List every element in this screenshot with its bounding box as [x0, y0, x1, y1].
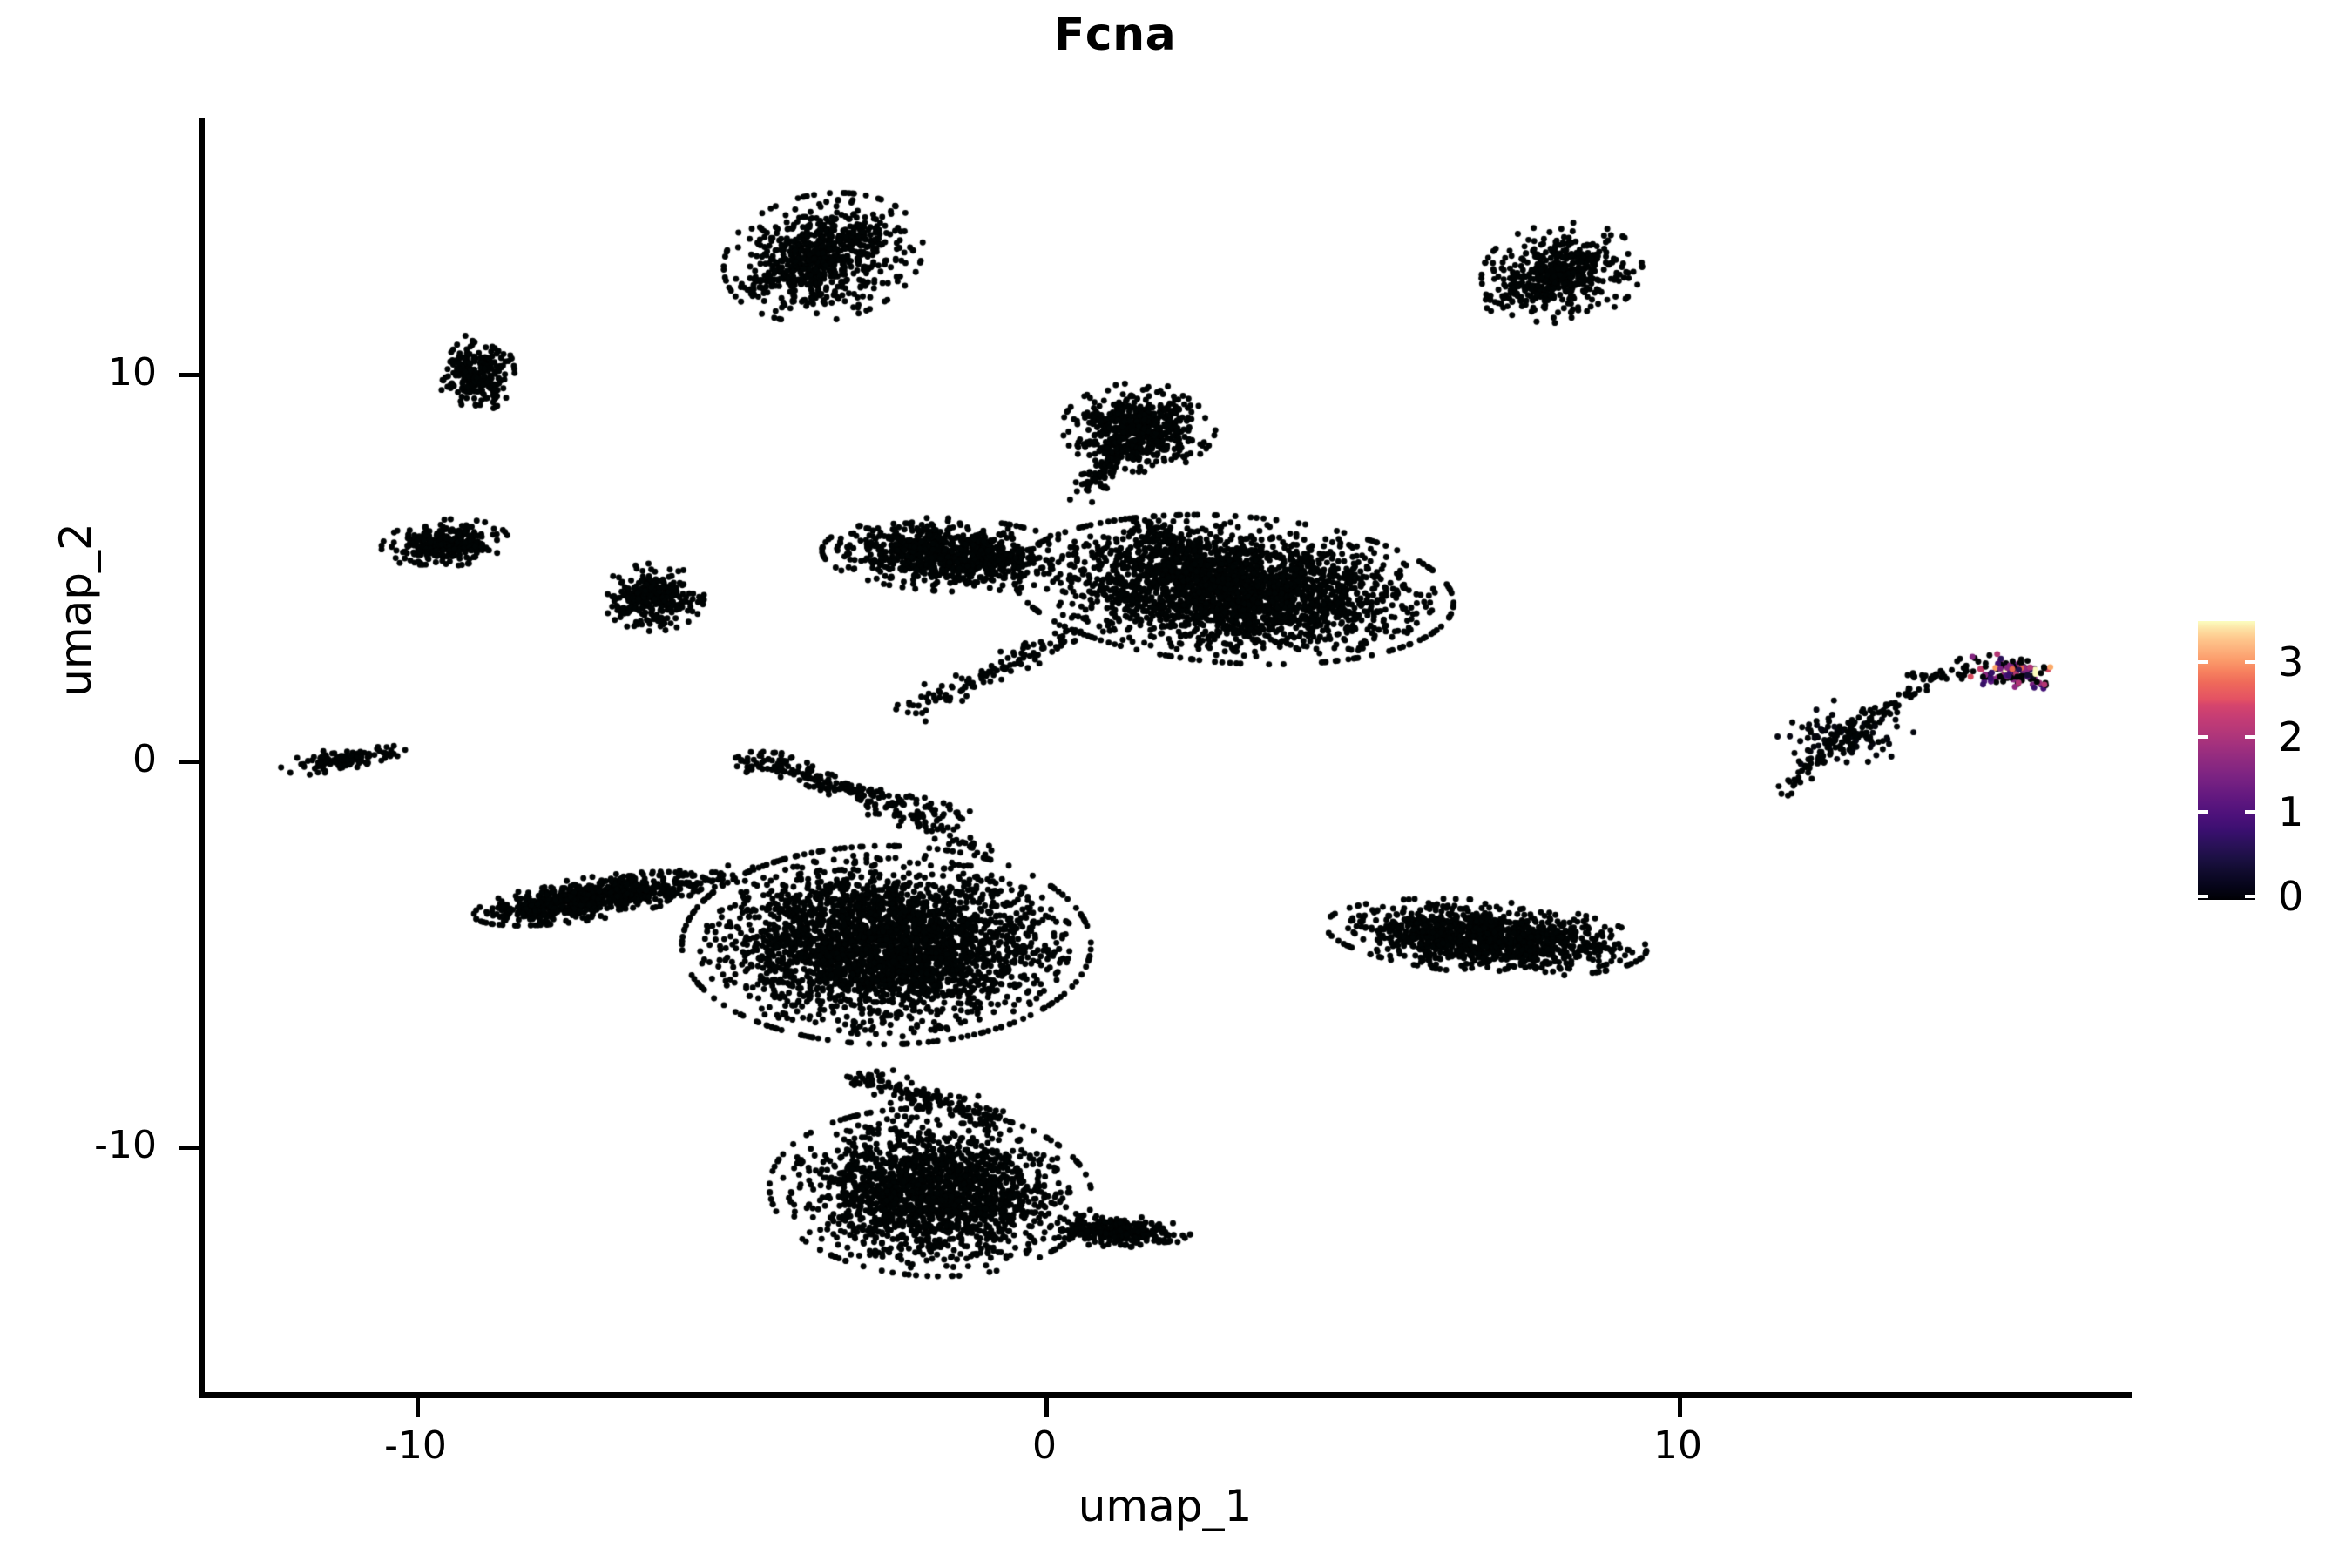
colorbar-gradient [2198, 621, 2255, 900]
colorbar-tick-3-right [2245, 660, 2255, 664]
y-axis-label: umap_2 [51, 523, 101, 697]
x-axis-label: umap_1 [1078, 1481, 1253, 1531]
colorbar-tick-0-left [2198, 895, 2208, 898]
plot-axes-area [199, 118, 2138, 1398]
colorbar-tick-label-3: 3 [2278, 639, 2304, 686]
chart-title: Fcna [1053, 9, 1177, 61]
colorbar-tick-3-left [2198, 660, 2208, 664]
x-tick-mark-2 [1678, 1398, 1682, 1417]
colorbar-tick-1-right [2245, 810, 2255, 814]
colorbar-tick-2-right [2245, 735, 2255, 739]
colorbar-tick-label-1: 1 [2278, 788, 2304, 835]
y-tick-mark-1 [179, 760, 199, 764]
y-tick-label-1: 0 [132, 737, 157, 781]
y-tick-label-0: 10 [108, 350, 157, 395]
colorbar-tick-1-left [2198, 810, 2208, 814]
x-tick-label-2: 10 [1653, 1423, 1702, 1468]
colorbar-tick-label-2: 2 [2278, 713, 2304, 760]
y-tick-mark-2 [179, 1146, 199, 1150]
colorbar-tick-label-0: 0 [2278, 873, 2304, 920]
y-tick-label-2: -10 [94, 1123, 157, 1167]
colorbar: 3 2 1 0 [2198, 621, 2303, 920]
colorbar-tick-0-right [2245, 895, 2255, 898]
x-tick-label-0: -10 [384, 1423, 447, 1468]
x-tick-mark-0 [416, 1398, 420, 1417]
x-tick-label-1: 0 [1032, 1423, 1057, 1468]
x-tick-mark-1 [1044, 1398, 1049, 1417]
colorbar-tick-2-left [2198, 735, 2208, 739]
y-tick-mark-0 [179, 373, 199, 377]
scatter-point-layer [205, 118, 2138, 1398]
